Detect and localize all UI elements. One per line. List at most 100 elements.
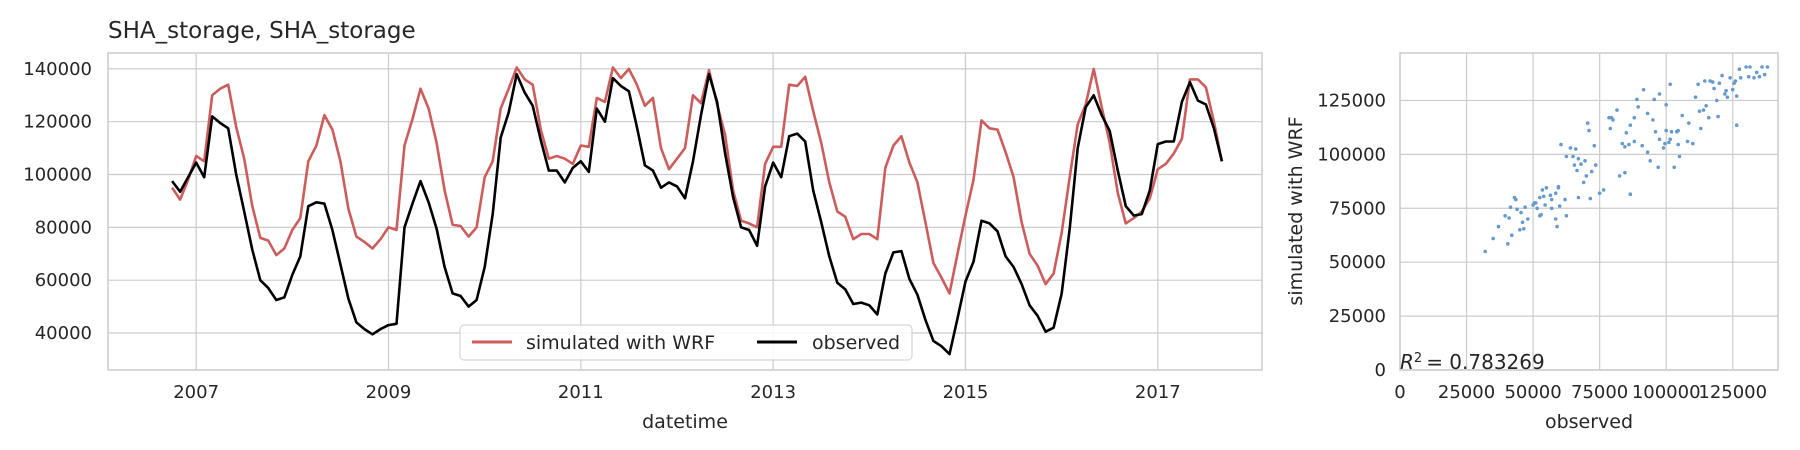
scatter-x-tick-label: 25000: [1438, 382, 1495, 403]
scatter-point: [1518, 228, 1522, 232]
scatter-point: [1514, 197, 1518, 202]
scatter-point: [1703, 79, 1707, 83]
scatter-point: [1572, 163, 1577, 167]
scatter-point: [1553, 217, 1558, 221]
scatter-point: [1693, 95, 1698, 99]
scatter-point: [1617, 174, 1622, 178]
scatter-point: [1691, 141, 1695, 146]
scatter-point: [1623, 170, 1627, 175]
scatter-point: [1696, 82, 1700, 87]
scatter-point: [1746, 74, 1751, 79]
scatter-point: [1543, 203, 1547, 207]
timeseries-y-tick-label: 100000: [23, 165, 92, 186]
scatter-point: [1676, 128, 1680, 133]
scatter-point: [1623, 145, 1627, 149]
scatter-point: [1573, 147, 1578, 151]
scatter-point: [1563, 197, 1567, 202]
scatter-point: [1584, 174, 1589, 178]
scatter-point: [1697, 109, 1702, 113]
scatter-x-tick-label: 0: [1394, 382, 1405, 403]
scatter-point: [1515, 207, 1519, 212]
scatter-point: [1762, 72, 1767, 77]
scatter-y-tick-label: 75000: [1329, 198, 1386, 219]
scatter-point: [1733, 79, 1738, 83]
scatter-point: [1651, 118, 1655, 122]
scatter-point: [1581, 180, 1586, 185]
scatter-point: [1738, 76, 1743, 80]
scatter-point: [1589, 169, 1594, 174]
scatter-point: [1576, 195, 1581, 200]
scatter-point: [1549, 206, 1554, 211]
scatter-point: [1757, 74, 1762, 79]
scatter-point: [1725, 95, 1730, 99]
scatter-point: [1587, 128, 1591, 133]
scatter-point: [1752, 76, 1756, 80]
scatter-point: [1576, 156, 1581, 161]
scatter-point: [1522, 227, 1526, 231]
scatter-point: [1707, 115, 1711, 120]
scatter-point: [1548, 193, 1553, 198]
scatter-point: [1549, 197, 1554, 202]
r-squared-annotation: R2 = 0.783269: [1400, 350, 1545, 374]
scatter-point: [1676, 142, 1680, 147]
scatter-point: [1496, 224, 1501, 229]
timeseries-y-tick-label: 60000: [35, 270, 92, 291]
scatter-point: [1663, 141, 1667, 146]
scatter-point: [1730, 87, 1735, 92]
timeseries-x-tick-label: 2017: [1135, 382, 1181, 403]
timeseries-x-tick-labels: 2007 2009 2011 2013 2015 2017: [173, 382, 1180, 403]
scatter-point: [1588, 196, 1593, 201]
scatter-point: [1723, 92, 1727, 96]
scatter-point: [1765, 65, 1770, 69]
series-line-observed: [171, 72, 1224, 356]
scatter-point: [1538, 214, 1542, 218]
scatter-point: [1641, 87, 1646, 92]
scatter-point: [1601, 188, 1606, 192]
scatter-point: [1687, 121, 1691, 125]
scatter-point: [1648, 159, 1652, 163]
scatter-point: [1680, 113, 1684, 118]
timeseries-x-tick-label: 2009: [366, 382, 412, 403]
scatter-point: [1620, 141, 1625, 146]
scatter-point: [1571, 154, 1575, 159]
timeseries-y-tick-label: 80000: [35, 217, 92, 238]
scatter-point: [1635, 97, 1639, 102]
scatter-point: [1607, 115, 1611, 120]
scatter-point: [1664, 128, 1668, 133]
scatter-point: [1720, 73, 1724, 78]
scatter-point: [1640, 143, 1644, 148]
r-squared-exponent: 2: [1414, 351, 1422, 366]
timeseries-lines: [171, 66, 1224, 356]
scatter-point: [1699, 126, 1703, 131]
scatter-x-tick-label: 125000: [1698, 382, 1767, 403]
scatter-point: [1754, 70, 1759, 75]
scatter-point: [1701, 108, 1706, 112]
scatter-point: [1668, 137, 1672, 142]
scatter-point: [1760, 65, 1764, 69]
scatter-point: [1585, 121, 1590, 125]
scatter-point: [1628, 192, 1633, 196]
legend-box: [459, 324, 913, 361]
legend-label-observed: observed: [812, 332, 900, 354]
scatter-point: [1506, 242, 1510, 246]
timeseries-y-tick-label: 120000: [23, 112, 92, 133]
scatter-point: [1677, 154, 1682, 159]
timeseries-y-tick-label: 140000: [23, 59, 92, 80]
scatter-point: [1593, 163, 1598, 167]
scatter-points: [1483, 65, 1770, 254]
scatter-y-tick-label: 0: [1375, 360, 1386, 381]
scatter-x-axis-label: observed: [1545, 411, 1633, 433]
scatter-point: [1627, 142, 1631, 147]
scatter-point: [1652, 97, 1656, 102]
scatter-plot-frame: [1399, 52, 1779, 371]
scatter-point: [1624, 131, 1629, 135]
scatter-point: [1657, 137, 1662, 142]
r-squared-symbol: R: [1400, 350, 1414, 374]
scatter-point: [1734, 94, 1739, 98]
figure-title: SHA_storage, SHA_storage: [108, 18, 416, 44]
scatter-point: [1508, 205, 1513, 209]
scatter-point: [1556, 184, 1561, 189]
